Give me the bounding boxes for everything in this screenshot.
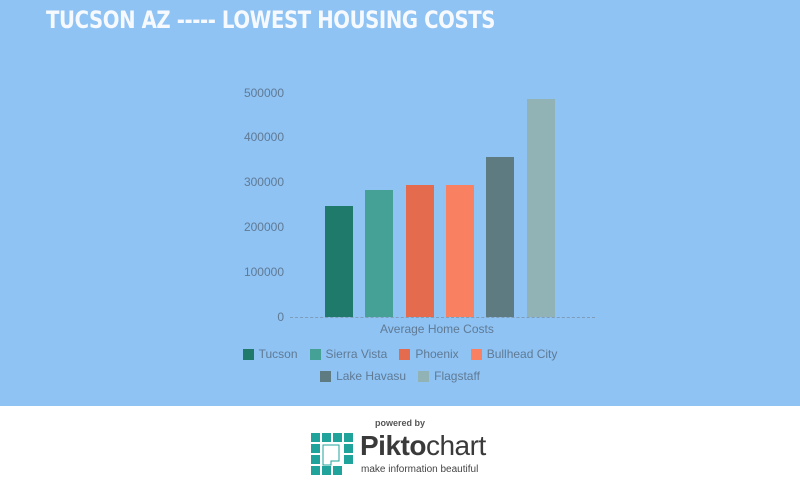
legend-label: Sierra Vista (325, 347, 388, 361)
bar-bullhead-city[interactable] (445, 185, 474, 317)
x-axis-baseline (290, 317, 595, 318)
y-tick: 100000 (243, 265, 284, 279)
y-axis: 500000 400000 300000 200000 100000 0 (230, 0, 284, 406)
infographic-panel: TUCSON AZ ----- LOWEST HOUSING COSTS 500… (0, 0, 800, 406)
legend-item-lake-havasu[interactable]: Lake Havasu (320, 369, 406, 383)
bar-sierra-vista[interactable] (365, 190, 394, 317)
swatch-icon (418, 370, 430, 382)
bar-tucson[interactable] (325, 205, 353, 317)
footer: powered by Piktochart make information b… (0, 406, 800, 486)
x-axis-label: Average Home Costs (380, 322, 494, 336)
y-tick: 300000 (243, 175, 284, 189)
piktochart-logo-icon (311, 433, 353, 475)
legend-item-sierra-vista[interactable]: Sierra Vista (309, 347, 388, 361)
swatch-icon (470, 348, 482, 360)
legend-item-phoenix[interactable]: Phoenix (399, 347, 459, 361)
brand-name: Piktochart (360, 430, 486, 462)
legend-row-2: Lake Havasu Flagstaff (0, 369, 800, 383)
y-tick: 400000 (243, 130, 284, 144)
legend-label: Bullhead City (486, 347, 558, 361)
swatch-icon (242, 348, 254, 360)
bar-flagstaff[interactable] (526, 98, 555, 317)
y-tick: 200000 (243, 220, 284, 234)
bar-lake-havasu[interactable] (486, 157, 515, 317)
legend-item-tucson[interactable]: Tucson (242, 347, 298, 361)
powered-by-label: powered by (374, 418, 425, 428)
legend-label: Phoenix (415, 347, 459, 361)
page-title: TUCSON AZ ----- LOWEST HOUSING COSTS (46, 6, 495, 34)
brand-light: chart (425, 430, 486, 461)
brand-bold: Pikto (360, 430, 426, 461)
tagline: make information beautiful (361, 464, 479, 475)
swatch-icon (399, 348, 411, 360)
y-tick: 500000 (243, 86, 284, 100)
swatch-icon (309, 348, 321, 360)
legend-label: Lake Havasu (336, 369, 407, 383)
bar-phoenix[interactable] (405, 185, 434, 317)
legend-item-flagstaff[interactable]: Flagstaff (418, 369, 480, 383)
legend-row-1: Tucson Sierra Vista Phoenix Bullhead Cit… (0, 347, 800, 361)
legend-item-bullhead-city[interactable]: Bullhead City (470, 347, 558, 361)
swatch-icon (320, 370, 332, 382)
legend-label: Tucson (258, 347, 298, 361)
legend-label: Flagstaff (434, 369, 480, 383)
y-tick: 0 (277, 310, 284, 324)
